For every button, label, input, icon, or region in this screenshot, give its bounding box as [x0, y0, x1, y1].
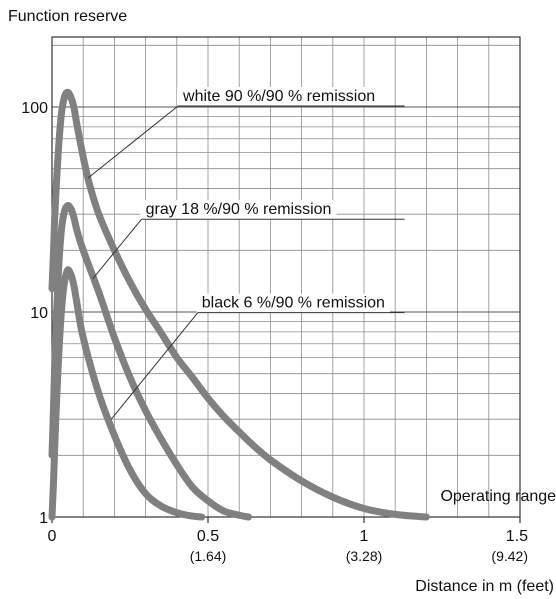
y-axis-label: Function reserve — [8, 8, 127, 25]
y-tick-label: 1 — [39, 510, 48, 527]
annotation-label-bg — [177, 86, 381, 106]
series-line-1 — [48, 202, 253, 521]
annotation-leader-line — [87, 105, 179, 179]
x-tick-label: 1.5 — [506, 528, 528, 545]
annotation-label-bg — [196, 293, 390, 313]
x-tick-label: 1 — [360, 528, 369, 545]
x-tick-sublabel: (9.42) — [491, 548, 528, 564]
series-line-2 — [48, 266, 206, 521]
annotation-leader-line — [110, 312, 199, 420]
x-tick-sublabel: (1.64) — [190, 548, 227, 564]
annotations: white 90 %/90 % remission gray 18 %/90 % … — [87, 86, 556, 505]
annotation-label: white 90 %/90 % remission — [182, 88, 375, 105]
series-group — [48, 88, 430, 521]
x-tick-label: 0 — [48, 528, 57, 545]
annotation-label: gray 18 %/90 % remission — [146, 201, 332, 218]
x-tick-sublabel: (3.28) — [346, 548, 383, 564]
x-axis-label: Distance in m (feet) — [415, 578, 554, 595]
annotation-label-bg — [140, 200, 337, 220]
annotation-label: Operating range — [440, 488, 556, 505]
series-line-0 — [48, 88, 430, 521]
y-tick-label: 100 — [21, 100, 48, 117]
tick-labels: 0 0.5 (1.64) 1 (3.28) 1.5 (9.42) 1 10 100 — [21, 100, 528, 564]
annotation-label: black 6 %/90 % remission — [202, 295, 385, 312]
annotation-leader-line — [92, 218, 142, 280]
y-tick-label: 10 — [30, 305, 48, 322]
x-tick-label: 0.5 — [197, 528, 219, 545]
